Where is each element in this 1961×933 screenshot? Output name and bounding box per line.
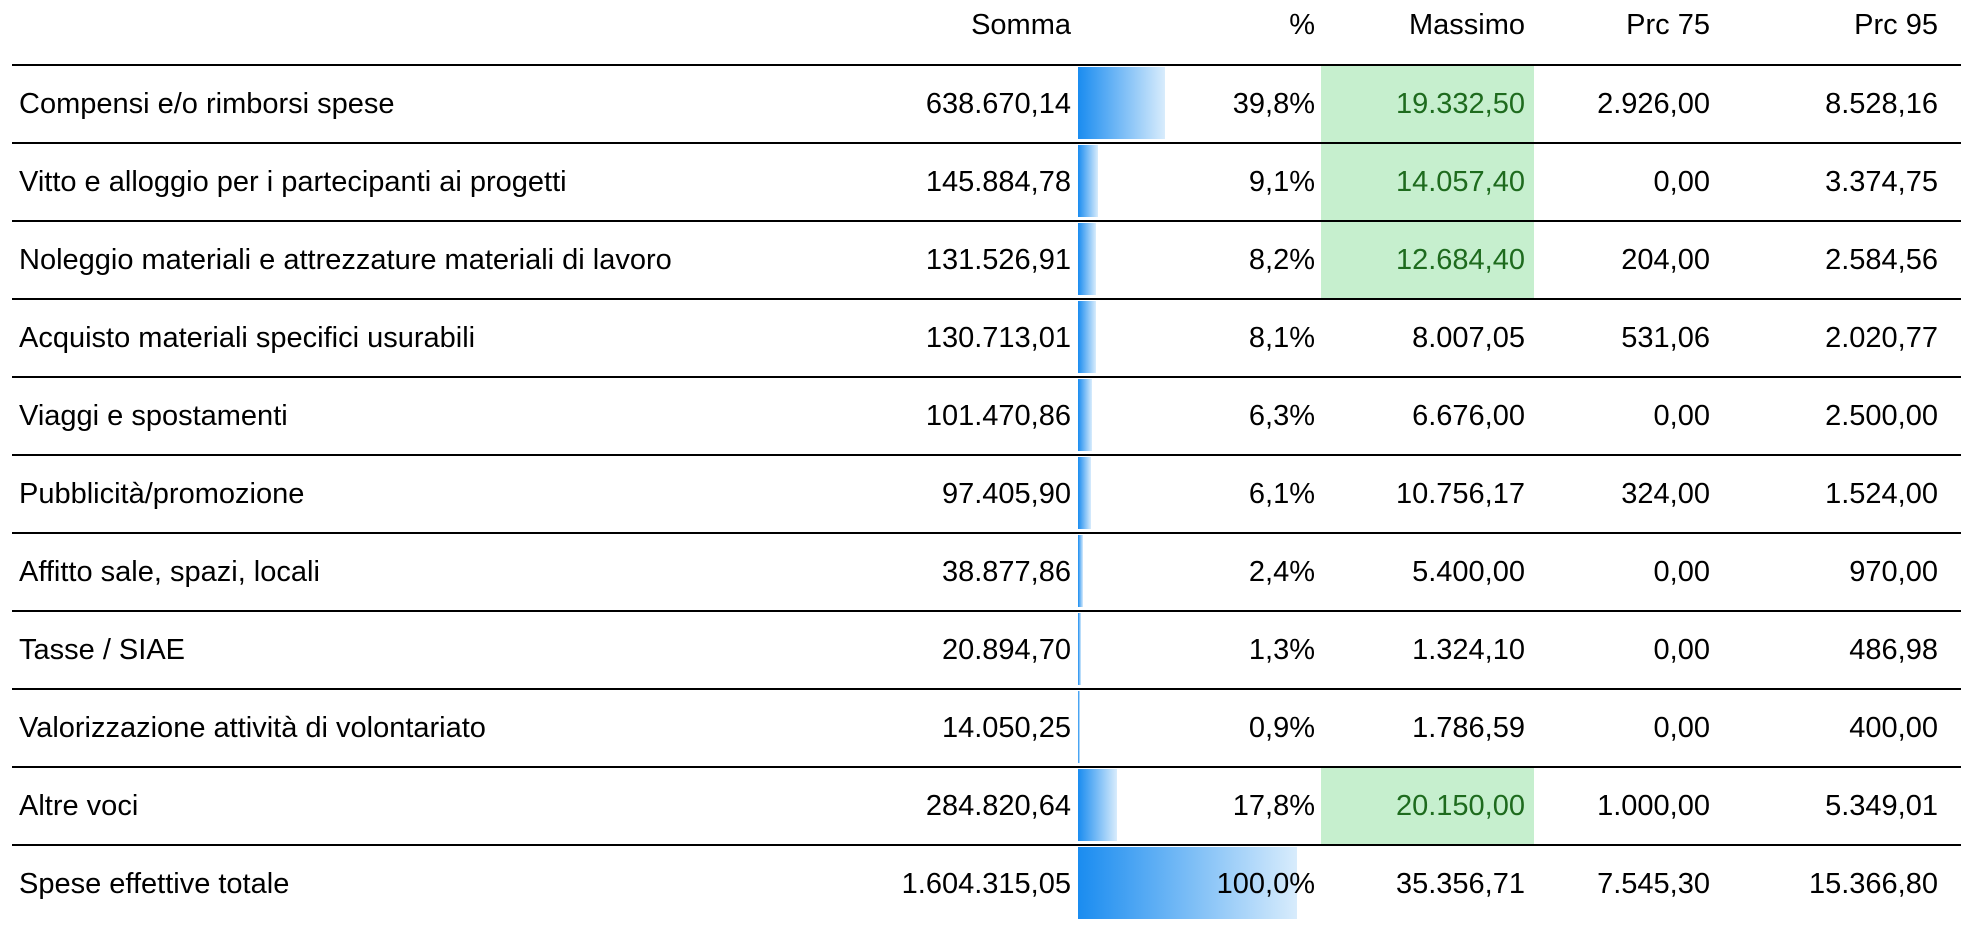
- cell-prc75: 324,00: [1621, 478, 1710, 510]
- row-separator: [12, 142, 1961, 144]
- cell-pct-label: 2,4%: [1248, 556, 1315, 588]
- cell-pct-label: 6,3%: [1248, 400, 1315, 432]
- row-separator: [12, 688, 1961, 690]
- cell-pct-label: 8,1%: [1248, 322, 1315, 354]
- column-header: Prc 75: [1626, 9, 1710, 41]
- cell-massimo: 20.150,00: [1395, 790, 1525, 822]
- data-bar: [1078, 535, 1084, 607]
- cell-prc95: 1.524,00: [1825, 478, 1938, 510]
- cell-somma: 1.604.315,05: [901, 868, 1071, 900]
- cell-massimo: 35.356,71: [1395, 868, 1525, 900]
- data-bar: [1078, 379, 1092, 451]
- column-header: Somma: [971, 9, 1071, 41]
- cell-prc95: 8.528,16: [1825, 88, 1938, 120]
- cell-somma: 14.050,25: [941, 712, 1071, 744]
- column-header: %: [1289, 9, 1315, 41]
- cell-somma: 38.877,86: [941, 556, 1071, 588]
- cell-prc95: 486,98: [1849, 634, 1938, 666]
- cell-somma: 284.820,64: [925, 790, 1071, 822]
- cell-pct-label: 6,1%: [1248, 478, 1315, 510]
- highlight-cell: [1321, 144, 1534, 220]
- cell-prc95: 2.500,00: [1825, 400, 1938, 432]
- cell-pct-label: 1,3%: [1248, 634, 1315, 666]
- row-separator: [12, 532, 1961, 534]
- cell-somma: 101.470,86: [925, 400, 1071, 432]
- cell-pct-label: 17,8%: [1232, 790, 1315, 822]
- cell-prc75: 0,00: [1653, 712, 1710, 744]
- cell-massimo: 1.324,10: [1412, 634, 1525, 666]
- data-bar: [1078, 457, 1092, 529]
- cell-massimo: 5.400,00: [1412, 556, 1525, 588]
- data-bar: [1078, 67, 1166, 139]
- cell-prc95: 5.349,01: [1825, 790, 1938, 822]
- cell-prc95: 15.366,80: [1808, 868, 1938, 900]
- data-bar: [1078, 769, 1117, 841]
- data-bar: [1078, 145, 1098, 217]
- cell-massimo: 10.756,17: [1395, 478, 1525, 510]
- cell-massimo: 14.057,40: [1395, 166, 1525, 198]
- cell-massimo: 12.684,40: [1395, 244, 1525, 276]
- cell-somma: 130.713,01: [925, 322, 1071, 354]
- column-header: Prc 95: [1854, 9, 1938, 41]
- row-label: Noleggio materiali e attrezzature materi…: [19, 244, 672, 276]
- cell-prc75: 0,00: [1653, 400, 1710, 432]
- cell-prc75: 0,00: [1653, 556, 1710, 588]
- cell-prc95: 400,00: [1849, 712, 1938, 744]
- row-label: Compensi e/o rimborsi spese: [19, 88, 395, 120]
- highlight-cell: [1321, 768, 1534, 844]
- data-bar: [1078, 301, 1096, 373]
- row-separator: [12, 220, 1961, 222]
- cell-prc75: 1.000,00: [1597, 790, 1710, 822]
- row-label: Acquisto materiali specifici usurabili: [19, 322, 476, 354]
- cell-prc95: 970,00: [1849, 556, 1938, 588]
- row-label: Tasse / SIAE: [19, 634, 186, 666]
- row-label: Affitto sale, spazi, locali: [19, 556, 320, 588]
- cell-massimo: 1.786,59: [1412, 712, 1525, 744]
- cell-pct-label: 0,9%: [1248, 712, 1315, 744]
- cell-pct-label: 39,8%: [1232, 88, 1315, 120]
- cell-prc75: 531,06: [1621, 322, 1710, 354]
- cell-somma: 20.894,70: [941, 634, 1071, 666]
- row-label: Viaggi e spostamenti: [19, 400, 288, 432]
- cell-prc75: 0,00: [1653, 634, 1710, 666]
- row-separator: [12, 610, 1961, 612]
- cell-pct-label: 8,2%: [1248, 244, 1315, 276]
- row-separator: [12, 64, 1961, 66]
- row-separator: [12, 454, 1961, 456]
- data-bar: [1078, 691, 1080, 763]
- cell-prc75: 0,00: [1653, 166, 1710, 198]
- row-label: Spese effettive totale: [19, 868, 290, 900]
- cell-prc95: 2.584,56: [1825, 244, 1938, 276]
- cell-somma: 145.884,78: [925, 166, 1071, 198]
- row-label: Vitto e alloggio per i partecipanti ai p…: [19, 166, 567, 198]
- row-label: Valorizzazione attività di volontariato: [19, 712, 486, 744]
- row-label: Pubblicità/promozione: [19, 478, 305, 510]
- cell-somma: 97.405,90: [941, 478, 1071, 510]
- row-separator: [12, 298, 1961, 300]
- cell-massimo: 6.676,00: [1412, 400, 1525, 432]
- row-separator: [12, 376, 1961, 378]
- cell-prc75: 204,00: [1621, 244, 1710, 276]
- row-separator: [12, 766, 1961, 768]
- data-bar: [1078, 223, 1096, 295]
- data-bar: [1078, 847, 1297, 919]
- data-bar: [1078, 613, 1081, 685]
- highlight-cell: [1321, 66, 1534, 142]
- row-label: Altre voci: [19, 790, 139, 822]
- cell-prc95: 3.374,75: [1825, 166, 1938, 198]
- cell-massimo: 19.332,50: [1395, 88, 1525, 120]
- cell-prc75: 2.926,00: [1597, 88, 1710, 120]
- highlight-cell: [1321, 222, 1534, 298]
- cell-prc75: 7.545,30: [1597, 868, 1710, 900]
- cell-somma: 638.670,14: [925, 88, 1071, 120]
- cell-massimo: 8.007,05: [1412, 322, 1525, 354]
- cell-pct-label: 9,1%: [1248, 166, 1315, 198]
- column-header: Massimo: [1408, 9, 1525, 41]
- cell-pct-label: 100,0%: [1216, 868, 1315, 900]
- row-separator: [12, 844, 1961, 846]
- cell-somma: 131.526,91: [925, 244, 1071, 276]
- cell-prc95: 2.020,77: [1825, 322, 1938, 354]
